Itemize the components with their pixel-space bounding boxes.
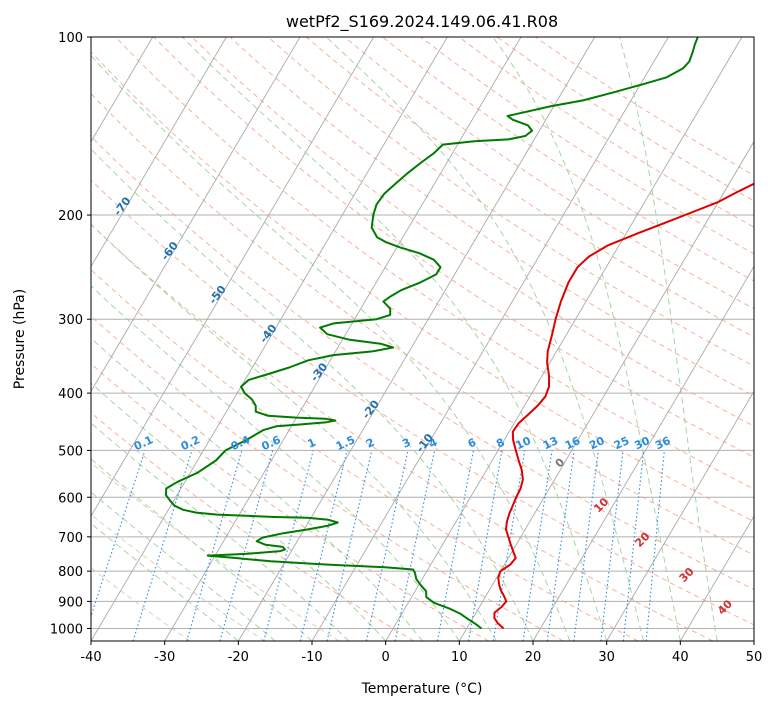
isotherm xyxy=(311,37,669,641)
x-tick-label: -40 xyxy=(80,650,101,665)
y-tick-label: 300 xyxy=(58,313,83,328)
isotherm xyxy=(91,37,448,641)
mixing-ratio-line xyxy=(365,450,409,641)
profile-lines xyxy=(165,37,754,630)
moist-adiabat xyxy=(618,37,718,641)
mixing-ratio-line xyxy=(132,450,193,641)
x-axis: -40 -30 -20 -10 0 10 20 30 40 50 xyxy=(80,641,762,665)
moist-adiabat xyxy=(492,37,681,641)
x-tick-label: 0 xyxy=(382,650,390,665)
dry-adiabat xyxy=(91,363,489,641)
moist-adiabat xyxy=(91,337,423,641)
mixing-ratio-line xyxy=(467,450,503,641)
dry-adiabat xyxy=(305,37,754,338)
y-tick-label: 1000 xyxy=(50,622,83,637)
pressure-gridlines xyxy=(91,37,754,629)
x-axis-label: Temperature (°C) xyxy=(361,681,483,697)
dry-adiabat xyxy=(91,50,754,523)
dry-adiabat xyxy=(91,269,639,641)
y-axis: 100 200 300 400 500 600 700 800 900 1000 xyxy=(50,31,91,637)
x-tick-label: -10 xyxy=(301,650,322,665)
dry-adiabat xyxy=(91,179,754,626)
mixing-ratio-line xyxy=(91,450,146,618)
moist-adiabat xyxy=(91,382,387,641)
x-tick-label: 10 xyxy=(451,650,468,665)
x-tick-label: 20 xyxy=(525,650,542,665)
mixing-ratio-line xyxy=(299,450,348,641)
y-tick-label: 600 xyxy=(58,491,83,506)
mixing-ratio-line xyxy=(263,450,314,641)
dry-adiabat xyxy=(91,223,713,641)
y-tick-label: 800 xyxy=(58,565,83,580)
x-tick-label: 50 xyxy=(746,650,763,665)
x-tick-label: -30 xyxy=(154,650,175,665)
mixing-ratio-line xyxy=(522,450,553,641)
mixing-ratio-label: 10 xyxy=(514,434,534,452)
y-tick-label: 900 xyxy=(58,595,83,610)
isotherms xyxy=(91,37,754,641)
y-tick-label: 500 xyxy=(58,444,83,459)
isotherm xyxy=(532,265,754,641)
dry-adiabat xyxy=(382,37,754,282)
x-tick-label: 40 xyxy=(672,650,689,665)
x-tick-label: 30 xyxy=(598,650,615,665)
isotherm xyxy=(679,515,754,641)
plot-frame xyxy=(90,36,755,642)
moist-adiabat xyxy=(325,37,644,641)
isotherm xyxy=(385,37,743,641)
mixing-ratio-label: 25 xyxy=(612,434,631,452)
isotherm xyxy=(91,37,375,518)
mixing-ratio-label: 36 xyxy=(653,434,673,452)
x-tick-label: -20 xyxy=(228,650,249,665)
dry-adiabat xyxy=(91,513,265,641)
mixing-ratio-label: 20 xyxy=(587,434,607,452)
mixing-ratio-line xyxy=(546,450,575,641)
isotherm xyxy=(91,37,154,143)
isotherm xyxy=(458,140,754,641)
isotherm xyxy=(237,37,596,641)
isotherm xyxy=(91,37,301,393)
mixing-ratio-line xyxy=(219,450,274,641)
moist-adiabat xyxy=(91,422,350,641)
dewpoint-profile-line xyxy=(165,37,699,630)
mixing-ratio-line xyxy=(326,450,373,641)
mixing-ratio-line xyxy=(394,450,436,641)
dry-adiabat xyxy=(229,37,754,397)
moist-adiabat xyxy=(91,54,571,641)
chart-title: wetPf2_S169.2024.149.06.41.R08 xyxy=(286,12,558,32)
moist-adiabat xyxy=(91,223,497,641)
plot-area: 0.10.20.40.611.52346810131620253036-100-… xyxy=(91,37,754,641)
dry-adiabats xyxy=(91,37,754,641)
mixing-ratio-label: 16 xyxy=(563,434,583,452)
isotherm xyxy=(606,390,754,641)
y-tick-label: 100 xyxy=(58,31,83,46)
mixing-ratio-line xyxy=(436,450,474,641)
dry-adiabat xyxy=(153,37,754,458)
dry-adiabat xyxy=(91,315,564,641)
y-tick-label: 200 xyxy=(58,209,83,224)
y-tick-label: 400 xyxy=(58,387,83,402)
mixing-ratio-label: 30 xyxy=(632,434,652,452)
mixing-ratio-line xyxy=(186,450,243,641)
y-axis-label: Pressure (hPa) xyxy=(12,289,28,389)
dry-adiabat xyxy=(115,37,754,490)
temperature-profile-line xyxy=(493,182,754,630)
moist-adiabat xyxy=(91,148,534,641)
mixing-ratio-label: 13 xyxy=(541,434,560,452)
mixing-ratio-line xyxy=(573,450,599,641)
moist-adiabat xyxy=(181,37,608,641)
y-tick-label: 700 xyxy=(58,531,83,546)
isotherm xyxy=(91,37,227,268)
